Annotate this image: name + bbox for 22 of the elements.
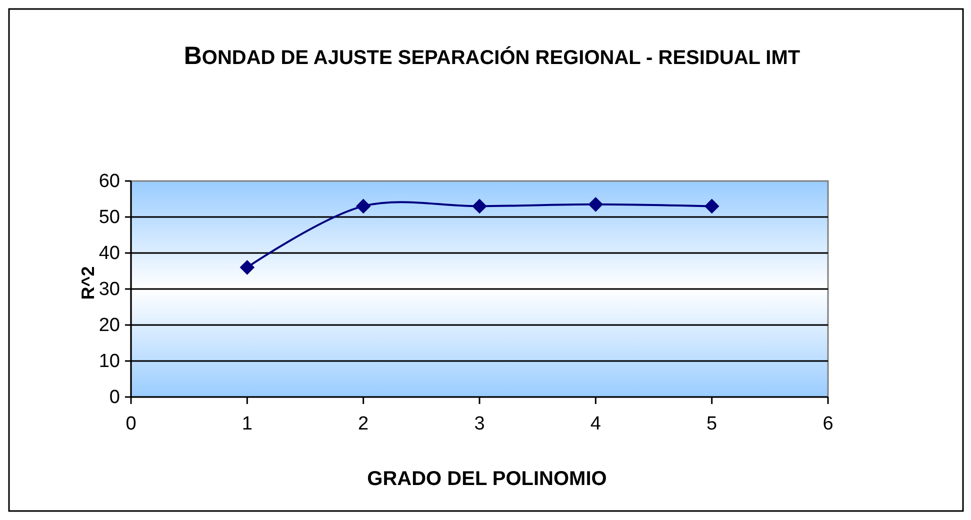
y-tick-label: 40	[98, 243, 120, 264]
x-tick-label: 1	[242, 413, 252, 434]
x-tick-label: 2	[358, 413, 369, 434]
x-tick-label: 3	[474, 413, 485, 434]
chart-title: BONDAD DE AJUSTE SEPARACIÓN REGIONAL - RESIDUAL IMT	[184, 42, 800, 70]
x-tick-label: 0	[126, 413, 136, 434]
x-tick-label: 6	[822, 413, 834, 434]
x-tick-label: 4	[590, 413, 602, 434]
point	[472, 198, 487, 214]
point	[240, 260, 255, 275]
y-tick-label: 50	[98, 207, 120, 228]
y-tick-label: 60	[98, 171, 120, 192]
y-tick-label: 30	[98, 279, 120, 300]
point	[588, 196, 604, 212]
point	[704, 198, 720, 214]
x-tick-label: 5	[706, 413, 718, 434]
y-tick-label: 10	[98, 351, 120, 372]
y-axis-title: R^2	[78, 266, 98, 300]
y-tick-label: 20	[98, 315, 120, 336]
point	[356, 198, 371, 214]
x-axis-title: GRADO DEL POLINOMIO	[367, 468, 607, 490]
y-tick-label: 0	[109, 387, 120, 408]
